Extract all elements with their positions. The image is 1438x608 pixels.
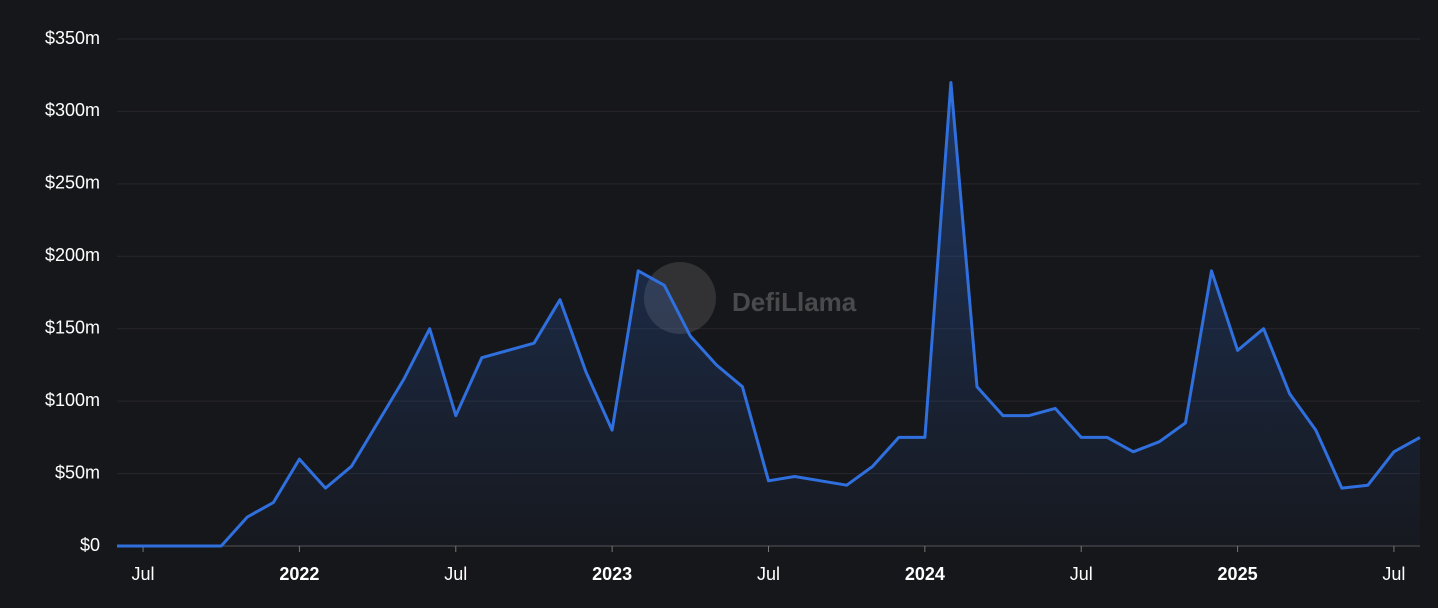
x-tick-label: 2025: [1218, 564, 1258, 584]
y-tick-label: $200m: [45, 245, 100, 265]
y-tick-label: $50m: [55, 462, 100, 482]
x-tick-label: Jul: [132, 564, 155, 584]
watermark-text: DefiLlama: [732, 287, 857, 317]
x-tick-label: Jul: [1070, 564, 1093, 584]
y-tick-label: $150m: [45, 317, 100, 337]
line: [117, 81, 1421, 548]
y-tick-label: $350m: [45, 28, 100, 48]
x-tick-label: 2024: [905, 564, 945, 584]
x-tick-label: 2023: [592, 564, 632, 584]
y-tick-label: $300m: [45, 100, 100, 120]
x-tick-label: Jul: [444, 564, 467, 584]
area: [117, 82, 1420, 546]
y-tick-label: $250m: [45, 173, 100, 193]
x-tick-label: Jul: [1382, 564, 1405, 584]
y-tick-label: $0: [80, 535, 100, 555]
y-tick-label: $100m: [45, 390, 100, 410]
x-tick-label: 2022: [279, 564, 319, 584]
x-tick-label: Jul: [757, 564, 780, 584]
